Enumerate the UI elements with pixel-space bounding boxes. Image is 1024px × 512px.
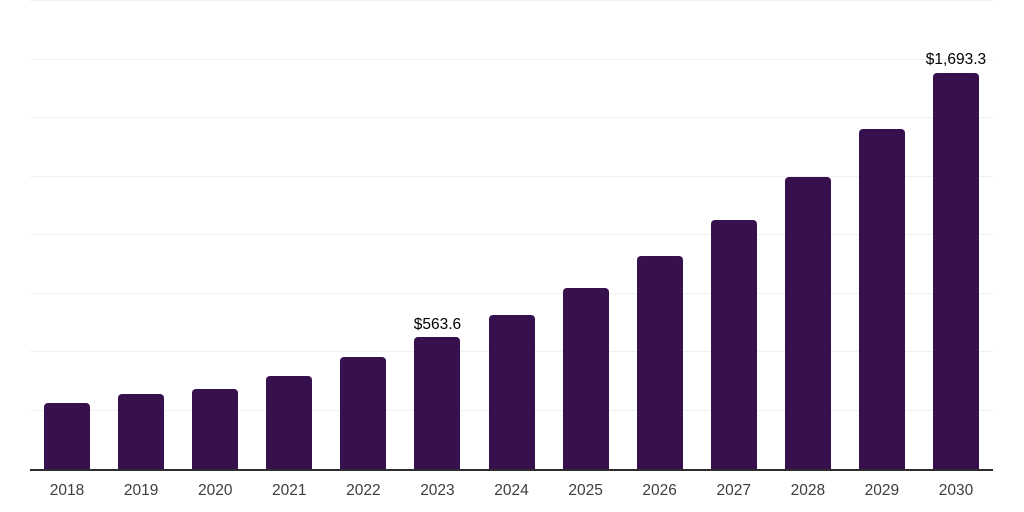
bar-2021	[266, 376, 313, 469]
bar-2019	[118, 394, 165, 469]
bar-value-label-2030: $1,693.3	[925, 51, 987, 69]
gridline	[30, 58, 993, 60]
bar-slot-2018	[30, 1, 104, 469]
bar-slot-2024	[474, 1, 548, 469]
x-tick-label-2021: 2021	[272, 482, 307, 499]
x-tick-label-2018: 2018	[49, 482, 85, 499]
bar-2026	[636, 255, 683, 469]
x-tick-label-2030: 2030	[938, 482, 974, 499]
x-tick-label-2028: 2028	[790, 482, 826, 499]
bar-slot-2022	[326, 1, 400, 469]
bar-2027	[710, 219, 757, 469]
gridline	[30, 117, 993, 118]
bar-slot-2021	[252, 1, 326, 469]
bar-2023: $563.6	[414, 317, 461, 469]
gridline	[30, 0, 993, 1]
bar-2029	[858, 129, 905, 469]
bar-2028	[784, 177, 831, 469]
x-tick-label-2019: 2019	[123, 482, 159, 499]
x-tick-label-2024: 2024	[494, 482, 529, 499]
bar-2022	[340, 357, 387, 469]
bar-2024	[488, 314, 535, 469]
bar-slot-2027	[697, 1, 771, 469]
bar-2030: $1,693.3	[926, 52, 986, 469]
x-tick-labels: 2018 2019 2020 2021 2022 2023 2024 2025 2026 2027…	[30, 482, 993, 501]
gridline	[30, 292, 993, 294]
x-tick-label-2025: 2025	[568, 482, 603, 499]
x-tick-label-2022: 2022	[346, 482, 381, 499]
x-tick-label-2023: 2023	[420, 482, 455, 499]
x-tick-label-2020: 2020	[197, 482, 233, 499]
bar-slot-2028	[771, 1, 845, 469]
bar-2020	[192, 389, 239, 469]
bar-slot-2029	[845, 1, 919, 469]
bar-slot-2020	[178, 1, 252, 469]
x-tick-label-2027: 2027	[716, 482, 751, 499]
bar-slot-2023: $563.6	[400, 1, 474, 469]
gridline	[30, 175, 993, 177]
bar-slot-2025	[549, 1, 623, 469]
bar-slot-2019	[104, 1, 178, 469]
plot-area: $563.6 $1,693.3	[30, 0, 993, 469]
gridline	[30, 234, 993, 235]
x-tick-label-2029: 2029	[864, 482, 900, 499]
bar-slot-2026	[623, 1, 697, 469]
x-axis-line	[30, 469, 993, 471]
bars-row: $563.6 $1,693.3	[30, 1, 993, 469]
bar-2018	[44, 403, 91, 469]
bar-value-label-2023: $563.6	[413, 315, 462, 333]
bar-slot-2030: $1,693.3	[919, 1, 993, 469]
x-tick-label-2026: 2026	[642, 482, 677, 499]
bar-2025	[562, 287, 609, 469]
